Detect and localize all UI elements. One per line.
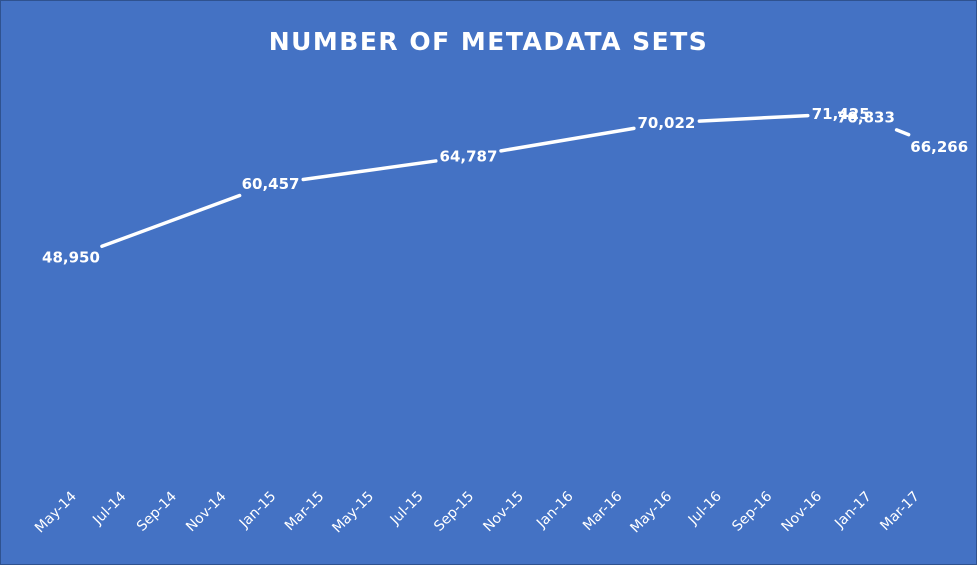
x-tick-label-17: Mar-17 xyxy=(877,489,923,535)
x-tick-label-13: Jul-16 xyxy=(685,488,725,528)
data-label-0: 48,950 xyxy=(42,249,100,267)
data-label-4: 71,425 xyxy=(812,105,870,123)
drop-lines xyxy=(70,127,940,471)
x-tick-label-8: Sep-15 xyxy=(431,489,477,535)
x-tick-label-5: Mar-15 xyxy=(282,489,328,535)
series-line-segment-3 xyxy=(697,113,810,123)
x-axis-tick-labels: May-14 Jul-14 Sep-14 Nov-14 Jan-15 Mar-15 May-… xyxy=(32,488,923,536)
series-line-group xyxy=(100,113,911,249)
series-line-segment-2 xyxy=(499,126,636,153)
x-tick-label-16: Jan-17 xyxy=(831,489,874,532)
x-tick-label-2: Sep-14 xyxy=(134,488,180,534)
x-tick-label-3: Nov-14 xyxy=(183,488,230,535)
x-tick-label-9: Nov-15 xyxy=(480,489,527,536)
data-label-6: 66,266 xyxy=(910,138,968,156)
x-tick-label-7: Jul-15 xyxy=(387,489,427,529)
x-tick-label-4: Jan-15 xyxy=(236,489,279,532)
series-line-segment-5 xyxy=(894,128,911,137)
x-tick-label-11: Mar-16 xyxy=(580,488,626,534)
x-tick-label-10: Jan-16 xyxy=(533,488,577,532)
x-tick-label-15: Nov-16 xyxy=(779,488,826,535)
data-label-5: 70,833 xyxy=(837,109,895,127)
x-tick-label-14: Sep-16 xyxy=(729,488,775,534)
series-line-segment-1 xyxy=(301,159,438,182)
chart-title: NUMBER OF METADATA SETS xyxy=(268,27,709,56)
series-line-segment-0 xyxy=(100,193,242,249)
series-line-segment-4 xyxy=(849,113,858,118)
x-tick-label-6: May-15 xyxy=(329,489,377,537)
x-tick-label-0: May-14 xyxy=(32,488,80,536)
data-label-2: 64,787 xyxy=(440,147,498,165)
data-label-1: 60,457 xyxy=(242,175,300,193)
data-label-3: 70,022 xyxy=(637,114,695,132)
x-tick-label-12: May-16 xyxy=(627,488,675,536)
x-tick-label-1: Jul-14 xyxy=(89,488,129,528)
